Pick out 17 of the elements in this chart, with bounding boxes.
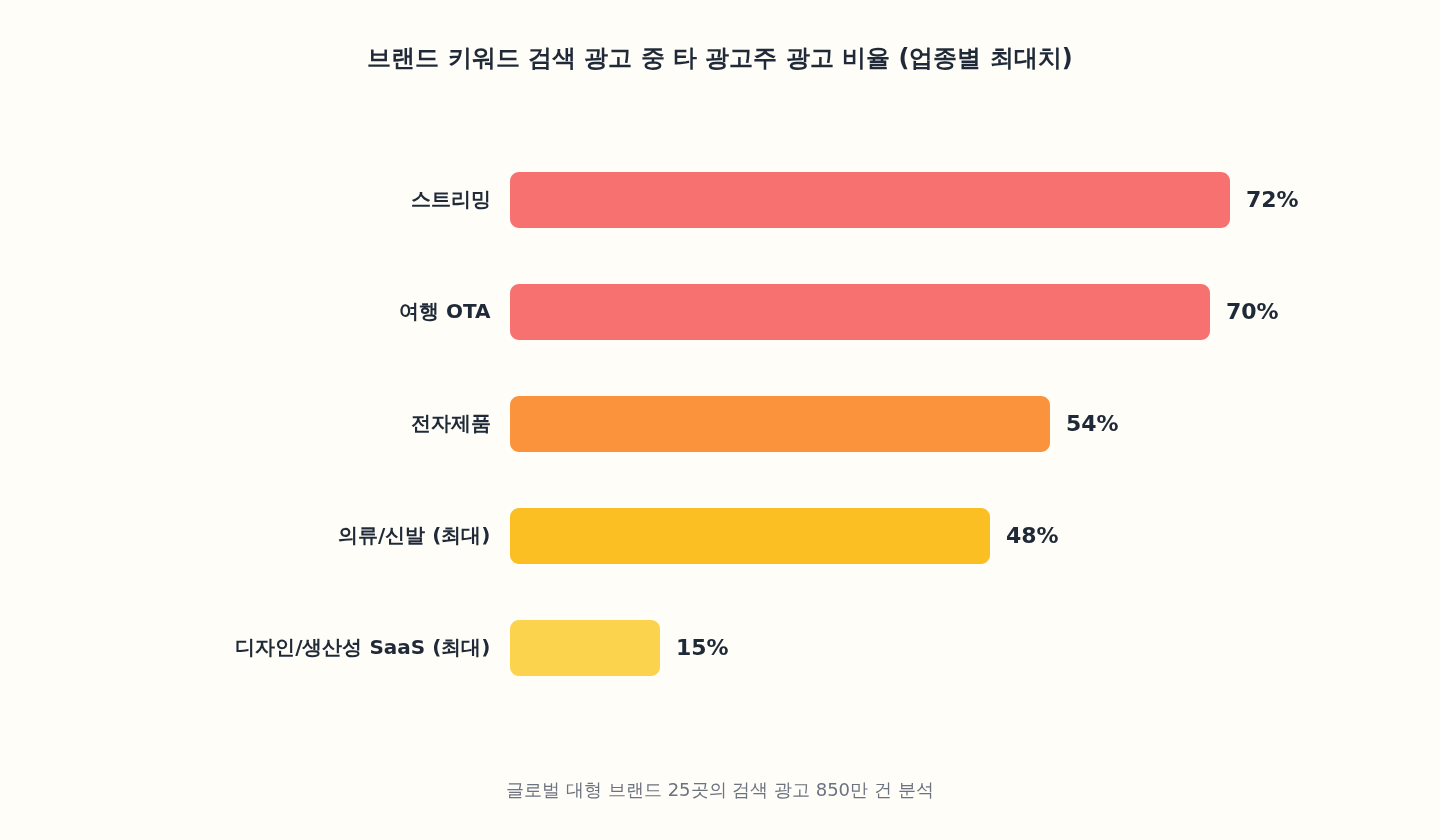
bar	[510, 620, 660, 676]
bar	[510, 284, 1210, 340]
chart-title: 브랜드 키워드 검색 광고 중 타 광고주 광고 비율 (업종별 최대치)	[366, 43, 1074, 74]
y-tick-label: 디자인/생산성 SaaS (최대)	[235, 635, 491, 659]
data-label: 48%	[1006, 523, 1059, 548]
data-label: 72%	[1246, 187, 1299, 212]
text: 글로벌 대형 브랜드 25곳의 검색 광고 850만 건 분석	[505, 778, 935, 802]
bar	[510, 508, 990, 564]
y-tick-label: 의류/신발 (최대)	[337, 523, 491, 547]
bar	[510, 172, 1230, 228]
data-label: 15%	[676, 635, 729, 660]
y-tick-label: 여행 OTA	[398, 299, 492, 323]
data-label: 70%	[1226, 299, 1279, 324]
bar	[510, 396, 1050, 452]
y-tick-label: 전자제품	[410, 411, 491, 435]
y-tick-label: 스트리밍	[410, 187, 491, 211]
data-label: 54%	[1066, 411, 1119, 436]
